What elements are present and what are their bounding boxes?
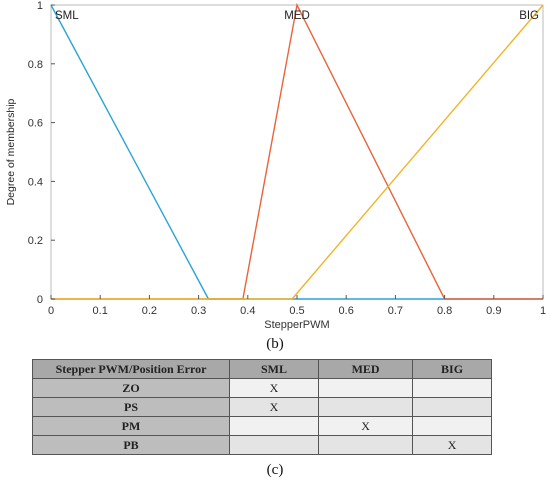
- rule-table: Stepper PWM/Position Error SML MED BIG Z…: [32, 359, 492, 455]
- row-label: ZO: [32, 378, 230, 398]
- series-layer: [50, 2, 544, 300]
- x-tick-label: 0.5: [289, 305, 304, 317]
- y-tick-label: 0.4: [28, 176, 43, 188]
- membership-chart: 0 0.1 0.2 0.3 0.4 0.5 0.6 0.7 0.8 0.9 1 0 0.2 0.4 0.6…: [5, 0, 546, 331]
- table-row: ZO X: [32, 378, 492, 398]
- caption-b: (b): [266, 336, 284, 352]
- table-header-cell: SML: [228, 359, 320, 379]
- x-tick-label: 0.6: [339, 305, 354, 317]
- caption-c: (c): [266, 462, 284, 478]
- x-tick-label: 0.1: [93, 305, 108, 317]
- table-cell: X: [228, 397, 320, 417]
- mf-label-sml: SML: [55, 10, 79, 22]
- table-cell: X: [412, 435, 492, 455]
- x-axis-label: StepperPWM: [264, 319, 329, 331]
- table-row: PB X: [32, 435, 492, 455]
- mf-label-med: MED: [284, 10, 310, 22]
- table-cell: [228, 416, 320, 436]
- row-label: PM: [32, 416, 230, 436]
- table-header-cell: BIG: [412, 359, 492, 379]
- table-header-cell: Stepper PWM/Position Error: [32, 359, 230, 379]
- table-header-row: Stepper PWM/Position Error SML MED BIG: [32, 359, 492, 379]
- y-tick-label: 1: [37, 0, 43, 12]
- table-header-cell: MED: [318, 359, 414, 379]
- series-line-big: [51, 4, 544, 300]
- table-row: PS X: [32, 397, 492, 417]
- mf-labels: SML MED BIG: [55, 10, 539, 22]
- y-tick-label: 0.2: [28, 235, 43, 247]
- y-tick-label: 0.8: [28, 59, 43, 71]
- table-cell: [412, 378, 492, 398]
- table-cell: [228, 435, 320, 455]
- x-tick-label: 0.2: [142, 305, 157, 317]
- y-tick-label: 0: [37, 294, 43, 306]
- x-tick-label: 0: [48, 305, 54, 317]
- x-tick-label: 0.8: [437, 305, 452, 317]
- x-tick-label: 0.9: [486, 305, 501, 317]
- table-cell: X: [228, 378, 320, 398]
- x-tick-label: 0.7: [388, 305, 403, 317]
- table-cell: X: [318, 416, 414, 436]
- y-tick-label: 0.6: [28, 118, 43, 130]
- y-ticks: 0 0.2 0.4 0.6 0.8 1: [28, 0, 55, 306]
- table-cell: [318, 397, 414, 417]
- y-axis-label: Degree of membership: [5, 98, 17, 205]
- table-cell: [412, 416, 492, 436]
- table-row: PM X: [32, 416, 492, 436]
- mf-label-big: BIG: [519, 10, 539, 22]
- table-cell: [412, 397, 492, 417]
- table-cell: [318, 378, 414, 398]
- plot-area: [50, 4, 544, 300]
- x-tick-label: 1: [540, 305, 546, 317]
- x-tick-label: 0.4: [240, 305, 255, 317]
- x-ticks: 0 0.1 0.2 0.3 0.4 0.5 0.6 0.7 0.8 0.9 1: [48, 295, 546, 317]
- row-label: PB: [32, 435, 230, 455]
- table-cell: [318, 435, 414, 455]
- row-label: PS: [32, 397, 230, 417]
- x-tick-label: 0.3: [191, 305, 206, 317]
